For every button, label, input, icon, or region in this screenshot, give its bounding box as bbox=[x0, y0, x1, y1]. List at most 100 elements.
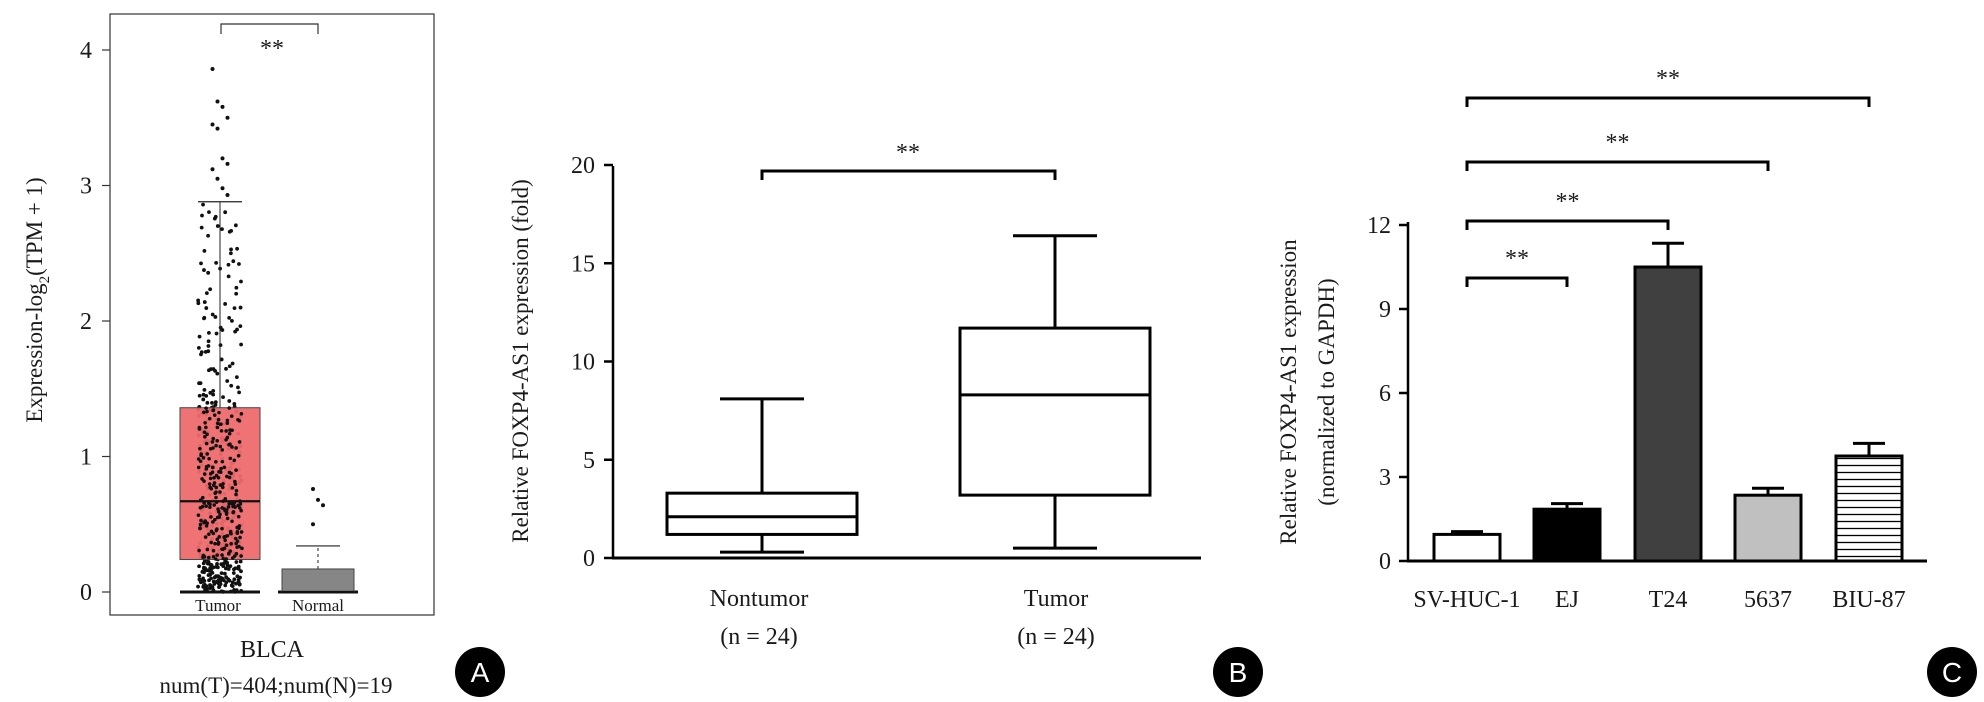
panel-a-frame bbox=[109, 13, 435, 616]
panel-a-point bbox=[197, 574, 202, 578]
panel-c-significance-bracket bbox=[1465, 96, 1871, 107]
panel-b-y-tick-label: 10 bbox=[571, 350, 595, 376]
panel-a-point bbox=[208, 472, 213, 476]
panel-a-x-label-normal: Normal bbox=[292, 596, 344, 615]
panel-a-point bbox=[208, 583, 212, 587]
panel-c-bar-5637 bbox=[1733, 493, 1803, 563]
panel-a-point bbox=[237, 526, 241, 531]
panel-a-point bbox=[229, 228, 234, 233]
panel-a-point bbox=[197, 548, 201, 553]
panel-a-point bbox=[196, 465, 201, 470]
panel-a-point bbox=[227, 431, 232, 436]
panel-a-point bbox=[211, 389, 216, 393]
panel-a-point bbox=[228, 456, 233, 461]
panel-a-point bbox=[198, 381, 203, 386]
panel-a-point bbox=[215, 579, 219, 584]
panel-a-point bbox=[198, 498, 203, 502]
panel-a-point bbox=[198, 526, 202, 531]
panel-a-point bbox=[201, 397, 206, 402]
panel-a-point bbox=[222, 571, 227, 576]
panel-a-point bbox=[216, 417, 221, 422]
panel-a-significance-bracket bbox=[220, 23, 319, 34]
panel-a-point bbox=[222, 535, 227, 540]
panel-c-y-tick-label: 12 bbox=[1367, 213, 1391, 239]
panel-c-y-axis-label-line2: (normalized to GAPDH) bbox=[1314, 278, 1339, 505]
panel-a-point bbox=[218, 470, 223, 474]
panel-a-point bbox=[203, 535, 208, 539]
panel-a-point bbox=[202, 249, 207, 253]
panel-a-y-tick-label: 4 bbox=[80, 38, 92, 64]
panel-a-significance-label: ** bbox=[260, 36, 284, 62]
panel-a-point bbox=[202, 479, 206, 483]
panel-a-point bbox=[211, 548, 216, 553]
panel-a-point bbox=[213, 557, 218, 561]
panel-a-outlier-tumor bbox=[220, 104, 225, 109]
panel-a-y-tick-label: 1 bbox=[80, 445, 92, 471]
panel-a-point bbox=[237, 419, 242, 423]
panel-a-point bbox=[238, 499, 242, 503]
panel-a-point bbox=[230, 580, 235, 585]
panel-a-point bbox=[212, 475, 216, 480]
panel-a-point bbox=[196, 345, 201, 350]
panel-a-point bbox=[206, 339, 211, 344]
panel-a-point bbox=[209, 576, 213, 581]
panel-c-x-label: 5637 bbox=[1744, 587, 1792, 613]
panel-a-box-normal bbox=[281, 568, 355, 593]
panel-c-x-label: T24 bbox=[1649, 587, 1688, 613]
panel-a-point bbox=[225, 533, 230, 538]
panel-b-badge: B bbox=[1213, 647, 1263, 697]
panel-a-point bbox=[229, 247, 233, 252]
panel-c-x-label: SV-HUC-1 bbox=[1413, 587, 1520, 613]
panel-a-point bbox=[197, 393, 202, 398]
panel-a-point bbox=[207, 532, 211, 536]
panel-a-point bbox=[215, 224, 220, 228]
panel-a-point bbox=[232, 458, 237, 463]
panel-a-point bbox=[205, 400, 210, 405]
panel-a-outlier-tumor bbox=[215, 126, 220, 131]
panel-a-point bbox=[236, 385, 240, 390]
panel-a-point bbox=[217, 535, 222, 539]
panel-a-point bbox=[216, 542, 221, 546]
panel-a-point bbox=[201, 456, 206, 460]
panel-a-point bbox=[233, 536, 238, 541]
panel-a-point bbox=[237, 440, 242, 444]
panel-a-point bbox=[225, 516, 230, 521]
panel-a-point bbox=[228, 549, 233, 553]
panel-a-point bbox=[237, 582, 242, 587]
panel-a-point bbox=[234, 581, 238, 586]
panel-a-point bbox=[210, 570, 215, 575]
panel-c-significance-label: ** bbox=[1505, 246, 1529, 272]
panel-a-point bbox=[219, 562, 224, 567]
panel-a-point bbox=[225, 435, 230, 440]
panel-a-point bbox=[204, 504, 208, 508]
panel-a-point bbox=[207, 456, 211, 461]
panel-a-point bbox=[214, 574, 218, 579]
panel-a-point bbox=[200, 495, 205, 500]
panel-a-point bbox=[201, 392, 206, 397]
panel-a-point bbox=[219, 576, 224, 581]
panel-a-point bbox=[235, 327, 239, 332]
panel-a-point bbox=[226, 274, 231, 279]
panel-a-point bbox=[237, 390, 241, 395]
panel-a-point bbox=[212, 481, 217, 485]
panel-a-point bbox=[234, 291, 239, 296]
panel-b-x-label-nontumor: Nontumor bbox=[710, 586, 809, 612]
panel-a-point bbox=[209, 540, 213, 545]
panel-a-point bbox=[205, 452, 210, 456]
panel-c-bar-ej bbox=[1532, 507, 1602, 563]
panel-a-point bbox=[201, 584, 206, 589]
panel-a-point bbox=[202, 410, 206, 415]
panel-a-point bbox=[207, 330, 211, 335]
panel-a-point bbox=[218, 444, 223, 449]
panel-a-point bbox=[196, 298, 201, 303]
panel-a-point bbox=[220, 506, 224, 510]
panel-a-point bbox=[203, 420, 207, 425]
panel-a-point bbox=[197, 334, 202, 339]
panel-a-point bbox=[235, 246, 240, 251]
panel-a-point bbox=[223, 498, 227, 503]
panel-a-point bbox=[237, 544, 241, 549]
panel-a-point bbox=[201, 561, 206, 566]
panel-a-point bbox=[225, 418, 230, 423]
panel-a-point bbox=[234, 560, 239, 564]
panel-a-point bbox=[219, 466, 223, 471]
